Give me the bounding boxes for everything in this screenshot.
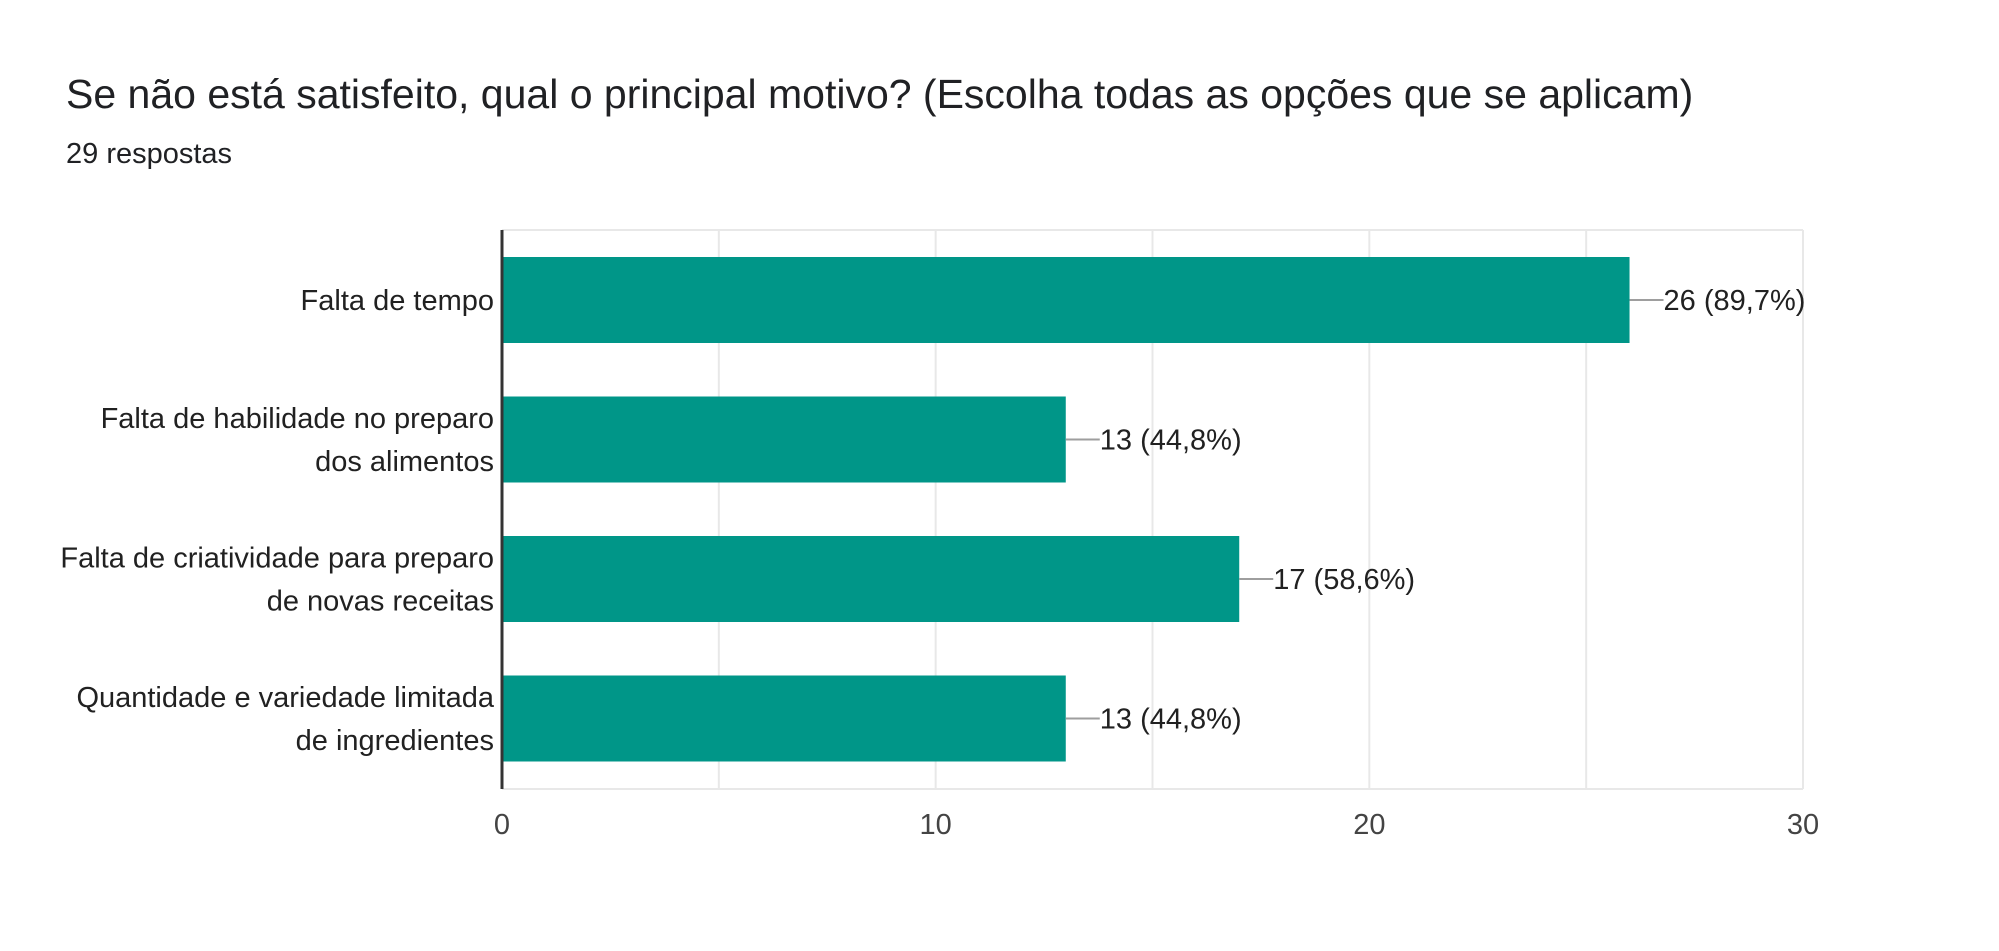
category-label: de novas receitas [267, 586, 494, 618]
response-count: 29 respostas [66, 138, 233, 170]
category-label: Falta de habilidade no preparo [101, 403, 494, 435]
bar[interactable] [502, 536, 1240, 622]
category-label: Falta de criatividade para preparo [60, 543, 494, 575]
value-label: 17 (58,6%) [1273, 564, 1415, 596]
x-tick-label: 30 [1787, 809, 1819, 841]
x-tick-label: 0 [494, 809, 510, 841]
question-title: Se não está satisfeito, qual o principal… [66, 71, 1694, 117]
bar[interactable] [502, 675, 1066, 762]
x-tick-label: 20 [1353, 809, 1385, 841]
bar[interactable] [502, 396, 1066, 483]
value-label: 13 (44,8%) [1100, 704, 1242, 736]
category-label: dos alimentos [315, 446, 494, 478]
category-label: de ingredientes [296, 725, 494, 757]
value-label: 26 (89,7%) [1664, 285, 1806, 317]
category-label: Quantidade e variedade limitada [76, 682, 494, 714]
value-label: 13 (44,8%) [1100, 425, 1242, 457]
bar[interactable] [502, 257, 1630, 343]
category-label: Falta de tempo [301, 285, 494, 317]
x-tick-label: 10 [920, 809, 952, 841]
